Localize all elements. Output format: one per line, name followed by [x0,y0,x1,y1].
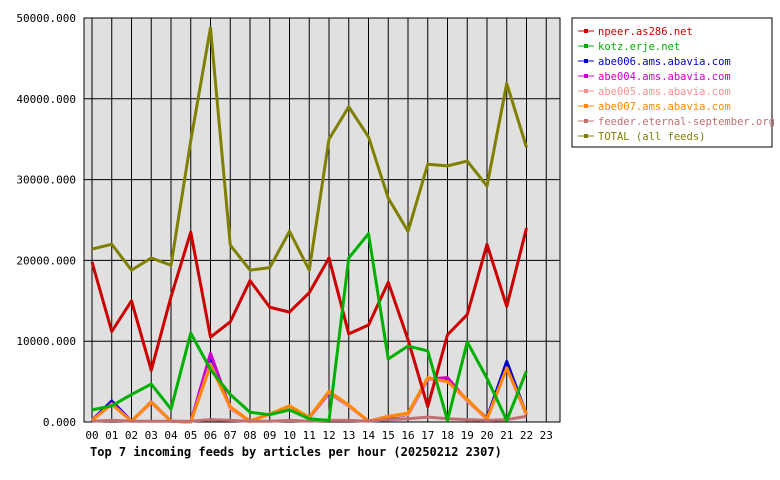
series-line [91,26,528,272]
y-axis-tick-labels: 0.000 10000.000 20000.000 30000.000 40000.00… [16,12,76,429]
x-tick-label: 15 [382,429,395,442]
series-line [91,414,527,423]
x-tick-label: 11 [303,429,316,442]
plot-area [83,17,561,423]
x-tick-label: 22 [520,429,533,442]
legend-label: abe005.ams.abavia.com [598,86,731,98]
x-tick-label: 02 [125,429,138,442]
series-line [91,232,528,422]
x-tick-label: 01 [105,429,118,442]
x-tick-label: 00 [85,429,98,442]
x-tick-label: 13 [342,429,355,442]
y-tick-label: 40000.000 [16,93,76,106]
x-tick-label: 10 [283,429,296,442]
legend-swatch-marker [584,29,588,33]
x-tick-label: 12 [322,429,335,442]
y-tick-label: 20000.000 [16,254,76,267]
x-tick-label: 08 [243,429,256,442]
legend-label: TOTAL (all feeds) [598,131,705,143]
x-tick-label: 04 [164,429,178,442]
legend-swatch-marker [584,119,588,123]
x-tick-label: 17 [421,429,434,442]
x-tick-label: 19 [461,429,474,442]
legend-label: abe007.ams.abavia.com [598,101,731,113]
legend-swatch-marker [584,44,588,48]
series-lines [90,26,528,424]
y-tick-label: 10000.000 [16,335,76,348]
x-tick-label: 20 [480,429,493,442]
x-tick-label: 18 [441,429,454,442]
legend-label: feeder.eternal-september.org [598,116,775,128]
x-axis-tick-labels: 00 01 02 03 04 05 06 07 08 09 10 11 12 13 14 15 16 17 18 19… [85,429,553,442]
legend-label: abe004.ams.abavia.com [598,71,731,83]
x-tick-label: 06 [204,429,217,442]
legend-swatch-marker [584,74,588,78]
legend-swatch-marker [584,134,588,138]
x-tick-label: 07 [224,429,237,442]
x-tick-label: 16 [401,429,414,442]
chart-title: Top 7 incoming feeds by articles per hou… [90,445,502,459]
x-tick-label: 09 [263,429,276,442]
x-tick-label: 21 [500,429,513,442]
x-tick-label: 03 [145,429,158,442]
y-tick-label: 50000.000 [16,12,76,25]
legend-swatch-marker [584,104,588,108]
legend-label: npeer.as286.net [598,26,693,38]
legend-swatch-marker [584,59,588,63]
legend-box [571,17,773,148]
legend-label: kotz.erje.net [598,41,680,53]
y-tick-label: 0.000 [43,416,76,429]
legend-label: abe006.ams.abavia.com [598,56,731,68]
x-tick-label: 05 [184,429,197,442]
y-tick-label: 30000.000 [16,174,76,187]
x-tick-label: 23 [540,429,553,442]
legend: npeer.as286.net kotz.erje.net abe006.ams.a… [571,17,775,148]
series-line [90,227,528,409]
x-tick-label: 14 [362,429,376,442]
legend-swatch-marker [584,89,588,93]
